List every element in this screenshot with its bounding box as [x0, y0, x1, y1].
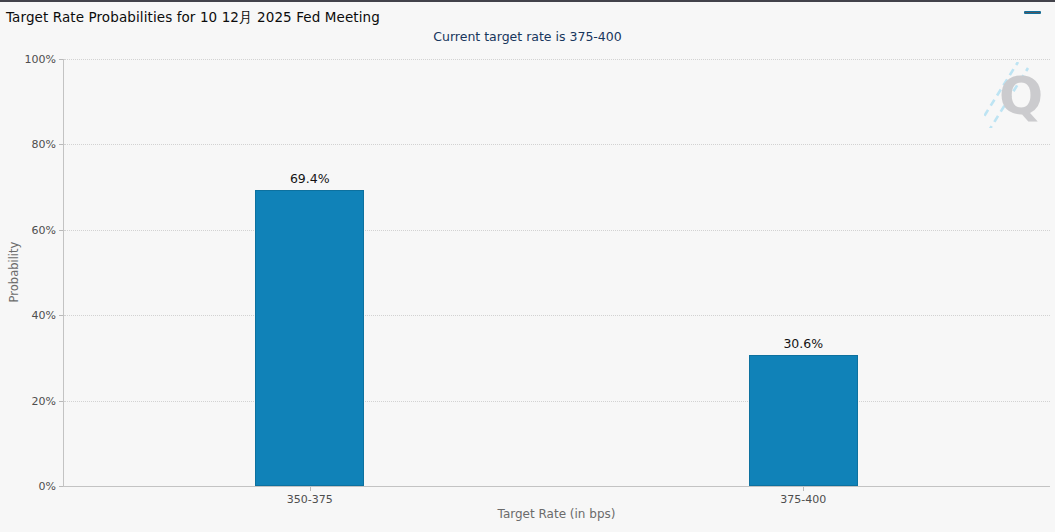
svg-text:Q: Q: [999, 66, 1043, 126]
y-axis-tick-label: 40%: [0, 309, 56, 322]
x-axis-category-label: 375-400: [743, 493, 863, 506]
x-axis-title: Target Rate (in bps): [63, 507, 1050, 521]
y-axis-tick-label: 100%: [0, 53, 56, 66]
y-axis-tick-label: 20%: [0, 395, 56, 408]
gridline-20: [64, 401, 1050, 402]
x-axis-category-label: 350-375: [250, 493, 370, 506]
gridline-60: [64, 230, 1050, 231]
gridline-80: [64, 144, 1050, 145]
bar-value-label: 69.4%: [250, 171, 370, 186]
gridline-100: [64, 59, 1050, 60]
y-axis-line: [63, 59, 64, 486]
gridline-40: [64, 315, 1050, 316]
bar-chart-plot-area: Probability 0% 20% 40% 60% 80% 100% 69.4% 350-…: [0, 2, 1055, 532]
y-axis-tick-label: 0%: [0, 480, 56, 493]
quikstrike-watermark-logo: Q: [984, 62, 1050, 128]
x-tick: [310, 487, 311, 491]
probability-bar-350-375[interactable]: [255, 190, 364, 486]
probability-bar-375-400[interactable]: [749, 355, 858, 486]
x-axis-line: [63, 486, 1050, 487]
y-axis-title: Probability: [7, 222, 21, 322]
fedwatch-probability-widget: Target Rate Probabilities for 10 12月 202…: [0, 0, 1055, 532]
y-axis-tick-label: 80%: [0, 138, 56, 151]
x-tick: [803, 487, 804, 491]
y-axis-tick-label: 60%: [0, 224, 56, 237]
bar-value-label: 30.6%: [743, 336, 863, 351]
